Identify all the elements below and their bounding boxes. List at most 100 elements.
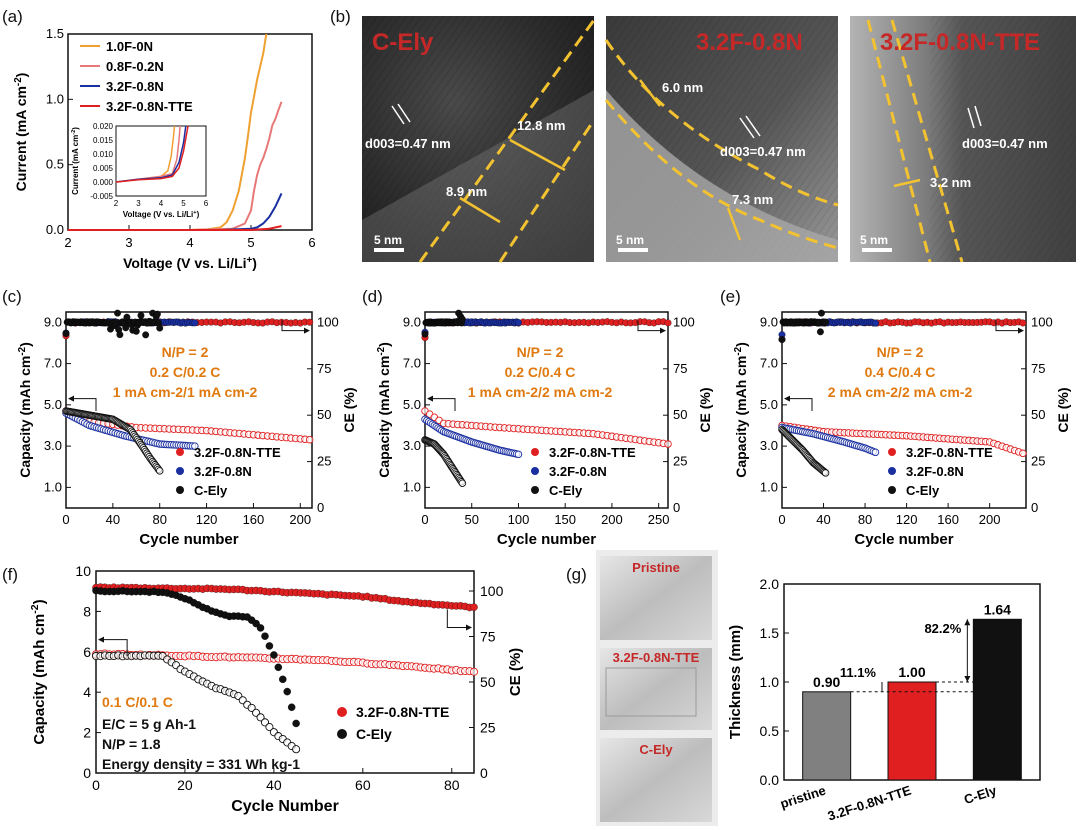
x-tick-label: 80 xyxy=(444,777,460,793)
legend-label-3.2F-0.8N: 3.2F-0.8N xyxy=(549,464,607,479)
x-tick-label: 2 xyxy=(64,235,71,250)
pouch-photo-pristine xyxy=(600,556,712,640)
legend-label-3.2F-0.8N: 3.2F-0.8N xyxy=(194,464,252,479)
tem-d-spacing-3.2f-0.8n: d003=0.47 nm xyxy=(720,144,806,159)
y2-tick-label: 75 xyxy=(480,629,496,645)
chart-c: 0 40 80 120 160 200 1.0 3.0 5.0 7.0 9.0 0 25 50 75 100 C… xyxy=(17,309,357,548)
y2-tick-label: 100 xyxy=(673,314,695,329)
series-line-0.8F-0.2N xyxy=(68,101,283,231)
inset-x-tick-label: 2 xyxy=(114,199,119,208)
y-tick-label: 1.0 xyxy=(46,91,64,106)
ce-point-3.2F-0.8N xyxy=(515,319,522,326)
bar-C-Ely xyxy=(972,618,1022,781)
y2-axis-label: CE (%) xyxy=(341,387,357,432)
x-tick-label: 120 xyxy=(196,512,218,527)
y-axis-label: Capacity (mAh cm-2) xyxy=(376,342,393,478)
annotation-c-np: N/P = 2 xyxy=(162,344,209,360)
y2-tick-label: 75 xyxy=(673,361,687,376)
y-tick-label: 7.0 xyxy=(760,356,778,371)
arrowhead-left xyxy=(427,395,433,402)
x-tick-label: 4 xyxy=(186,235,193,250)
legend-label-C-Ely: C-Ely xyxy=(906,483,940,498)
ce-point-C-Ely xyxy=(256,624,265,632)
x-axis-label: Cycle Number xyxy=(231,798,339,815)
ce-point-C-Ely xyxy=(142,331,150,339)
y-tick-label: 0.5 xyxy=(46,157,64,172)
x-tick-label: 160 xyxy=(937,512,959,527)
tem-title-3.2f-0.8n: 3.2F-0.8N xyxy=(696,29,803,56)
y-axis-label: Thickness (mm) xyxy=(727,625,744,739)
y2-tick-label: 100 xyxy=(317,314,339,329)
legend-marker-3.2F-0.8N xyxy=(176,467,184,475)
ce-point-C-Ely xyxy=(292,719,300,728)
arrowhead-left xyxy=(68,395,74,402)
capacity-point-3.2F-0.8N-TTE xyxy=(305,435,314,444)
tem-title-3.2f-0.8n-tte: 3.2F-0.8N-TTE xyxy=(880,29,1040,56)
annotation-d-rate: 0.2 C/0.4 C xyxy=(505,364,576,380)
annotation-f-ec: E/C = 5 g Ah-1 xyxy=(102,716,196,732)
x-tick-label: 0 xyxy=(778,512,785,527)
annotation-c: N/P = 2 0.2 C/0.2 C 1 mA cm-2/1 mA cm-2 xyxy=(113,344,258,400)
ce-point-C-Ely xyxy=(816,328,824,336)
capacity-point-C-Ely xyxy=(155,467,164,475)
legend-label-C-Ely: C-Ely xyxy=(194,483,228,498)
x-axis-label: Cycle number xyxy=(497,531,596,548)
arrowhead-right xyxy=(466,624,472,631)
y2-tick-label: 50 xyxy=(317,407,331,422)
inset-y-tick-label: 0.020 xyxy=(93,122,114,131)
ce-point-C-Ely xyxy=(818,309,825,317)
panel-label-f: (f) xyxy=(2,565,18,584)
ce-point-3.2F-0.8N xyxy=(191,319,199,327)
x-tick-label: 200 xyxy=(289,512,311,527)
panel-label-g: (g) xyxy=(566,565,587,584)
ce-point-C-Ely xyxy=(137,312,145,319)
legend-marker-C-Ely xyxy=(337,729,347,739)
inset-x-tick-label: 6 xyxy=(204,199,209,208)
x-tick-label: 5 xyxy=(247,235,254,250)
x-tick-label: 40 xyxy=(816,512,830,527)
bar-pristine xyxy=(802,691,852,781)
y-tick-label: 9.0 xyxy=(403,314,421,329)
bar-value-label-3.2F-0.8N-TTE: 1.00 xyxy=(898,664,925,680)
y-tick-label: 3.0 xyxy=(44,438,62,453)
ce-point-C-Ely xyxy=(279,675,287,684)
y-tick-label: 0.0 xyxy=(760,772,780,788)
x-axis-label: Cycle number xyxy=(139,531,238,548)
y-axis-label: Current (mA cm-2) xyxy=(13,73,30,192)
legend-label-0.8F-0.2N: 0.8F-0.2N xyxy=(106,59,164,74)
y-tick-label: 5.0 xyxy=(44,397,62,412)
axis-arrow-left xyxy=(70,398,97,412)
arrowhead-up xyxy=(964,619,971,626)
legend-marker-C-Ely xyxy=(531,486,539,494)
x-axis-label: Cycle number xyxy=(854,531,953,548)
capacity-point-3.2F-0.8N-TTE xyxy=(1019,449,1027,458)
tem-scale-3.2f-0.8n-tte: 5 nm xyxy=(860,233,888,247)
y-tick-label: 0 xyxy=(83,765,91,781)
annotation-f-rate: 0.1 C/0.1 C xyxy=(102,694,173,710)
y2-axis-label: CE (%) xyxy=(507,648,524,696)
ce-point-3.2F-0.8N-TTE xyxy=(470,603,478,611)
ce-point-C-Ely xyxy=(270,651,278,659)
legend-marker-3.2F-0.8N-TTE xyxy=(176,448,184,456)
annotation-d-np: N/P = 2 xyxy=(517,344,564,360)
x-tick-label: pristine xyxy=(778,783,827,812)
inset-x-tick-label: 4 xyxy=(159,199,164,208)
arrowhead-right xyxy=(660,327,666,334)
capacity-point-C-Ely xyxy=(821,469,830,477)
y2-tick-label: 100 xyxy=(1031,314,1053,329)
annotation-f-np: N/P = 1.8 xyxy=(102,736,161,752)
annotation-f-energy: Energy density = 331 Wh kg-1 xyxy=(102,756,300,772)
legend-marker-C-Ely xyxy=(176,486,184,494)
ce-point-C-Ely xyxy=(132,327,140,335)
y2-axis-label: CE (%) xyxy=(697,387,713,432)
capacity-point-3.2F-0.8N-TTE xyxy=(664,440,672,448)
x-tick-label: 80 xyxy=(152,512,166,527)
x-tick-label: 200 xyxy=(979,512,1001,527)
axis-arrow-left xyxy=(100,639,128,656)
capacity-point-3.2F-0.8N-TTE xyxy=(469,667,479,676)
y-tick-label: 4 xyxy=(83,684,91,700)
y-axis-label: Capacity (mAh cm-2) xyxy=(17,342,34,478)
axis-arrow-right xyxy=(637,320,664,332)
y-tick-label: 7.0 xyxy=(44,356,62,371)
